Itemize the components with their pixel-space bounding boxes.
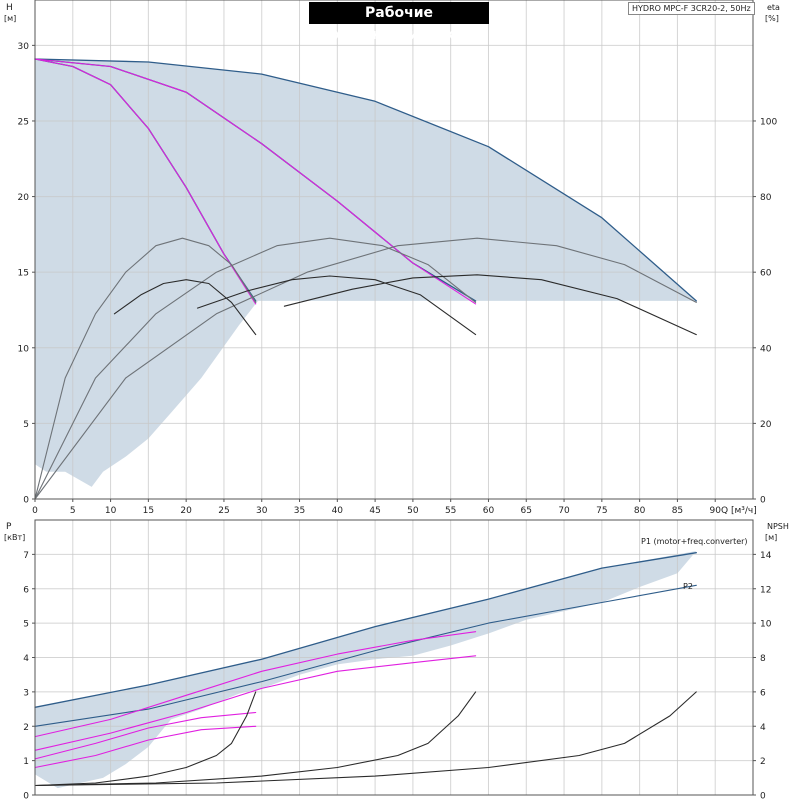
upper-y-tick-label: 0 [23, 496, 29, 506]
upper-operating-area [35, 58, 697, 487]
upper-y2-tick-label: 80 [760, 193, 772, 203]
upper-x-axis-label: Q [м³/ч] [721, 506, 757, 516]
upper-series-max-curve-0 [34, 58, 697, 302]
lower-y-tick-label: 1 [23, 757, 29, 767]
lower-series-NPSH-2-7 [34, 691, 477, 787]
upper-x-tick-label: 15 [143, 506, 154, 516]
lower-y-axis-unit: [кВт] [4, 533, 25, 542]
lower-y2-tick-label: 12 [760, 585, 771, 595]
upper-x-tick-label: 80 [634, 506, 646, 516]
lower-series-P1-0 [34, 552, 697, 708]
upper-series-eta-1-pump-5 [34, 237, 257, 500]
p1-annotation: P1 (motor+freq.converter) [641, 537, 748, 546]
lower-y-tick-label: 4 [23, 654, 29, 664]
lower-series-P-reduced-4 [34, 711, 257, 760]
upper-series-eta-3-pumps-7 [34, 237, 697, 500]
model-label: HYDRO MPC-F 3CR20-2, 50Hz [628, 2, 755, 15]
lower-series-NPSH-3-8 [34, 691, 697, 787]
lower-y2-axis-label: NPSH [767, 522, 789, 531]
upper-x-tick-label: 75 [596, 506, 607, 516]
upper-x-tick-label: 70 [558, 506, 570, 516]
lower-series-P2-1 [34, 584, 697, 727]
upper-x-tick-label: 10 [105, 506, 117, 516]
lower-operating-area [35, 550, 697, 789]
upper-y2-axis-label: eta [767, 3, 780, 12]
upper-y-tick-label: 15 [18, 269, 29, 279]
upper-y2-tick-label: 20 [760, 420, 772, 430]
upper-y-tick-label: 20 [18, 193, 30, 203]
upper-frame [34, 0, 754, 500]
chart-title: Рабочие характеристики [309, 2, 489, 43]
lower-y-axis-label: P [6, 522, 12, 532]
upper-x-tick-label: 0 [32, 506, 38, 516]
upper-series-reduced-speed-3 [34, 58, 477, 305]
upper-x-tick-label: 55 [445, 506, 456, 516]
upper-series-eta-operating-1-8 [113, 279, 257, 336]
lower-y2-tick-label: 6 [760, 688, 766, 698]
lower-series-NPSH-1-6 [34, 691, 257, 787]
lower-y2-axis-unit: [м] [765, 533, 777, 542]
lower-y-tick-label: 7 [23, 551, 29, 561]
upper-y-axis-label: H [6, 3, 13, 13]
upper-x-tick-label: 35 [294, 506, 305, 516]
upper-y2-axis-unit: [%] [765, 14, 779, 23]
upper-y-tick-label: 25 [18, 117, 29, 127]
upper-x-tick-label: 30 [256, 506, 268, 516]
lower-y2-tick-label: 0 [760, 792, 766, 800]
upper-y-axis-unit: [м] [4, 14, 16, 23]
upper-y2-tick-label: 0 [760, 496, 766, 506]
upper-x-tick-label: 20 [180, 506, 192, 516]
upper-y-tick-label: 30 [18, 42, 30, 52]
upper-x-tick-label: 85 [672, 506, 683, 516]
upper-series-eta-operating-2-9 [196, 275, 477, 336]
lower-y2-tick-label: 2 [760, 757, 766, 767]
lower-y-tick-label: 0 [23, 792, 29, 800]
lower-y2-tick-label: 8 [760, 654, 766, 664]
upper-x-tick-label: 45 [369, 506, 380, 516]
lower-y2-tick-label: 14 [760, 551, 772, 561]
upper-y2-tick-label: 40 [760, 344, 772, 354]
upper-y-tick-label: 5 [23, 420, 29, 430]
upper-x-tick-label: 25 [218, 506, 229, 516]
lower-series-P-reduced-3 [34, 655, 477, 751]
upper-series-eta-2-pumps-6 [34, 237, 477, 500]
upper-x-tick-label: 50 [407, 506, 419, 516]
upper-x-tick-label: 40 [332, 506, 344, 516]
lower-series-P-reduced-2 [34, 631, 477, 738]
lower-y-tick-label: 3 [23, 688, 29, 698]
upper-x-tick-label: 5 [70, 506, 76, 516]
upper-x-tick-label: 60 [483, 506, 495, 516]
lower-y2-tick-label: 10 [760, 620, 772, 630]
upper-y-tick-label: 10 [18, 344, 30, 354]
upper-series-eta-operating-3-10 [283, 274, 697, 336]
upper-x-tick-label: 90 [709, 506, 721, 516]
p2-annotation: P2 [683, 582, 693, 591]
upper-y2-tick-label: 100 [760, 117, 777, 127]
upper-x-tick-label: 65 [521, 506, 532, 516]
upper-y2-tick-label: 60 [760, 269, 772, 279]
lower-y2-tick-label: 4 [760, 723, 766, 733]
lower-series-P-reduced-5 [34, 725, 257, 769]
upper-series-reduced-speed-4 [34, 58, 257, 305]
lower-y-tick-label: 6 [23, 585, 29, 595]
lower-y-tick-label: 5 [23, 620, 29, 630]
lower-y-tick-label: 2 [23, 723, 29, 733]
